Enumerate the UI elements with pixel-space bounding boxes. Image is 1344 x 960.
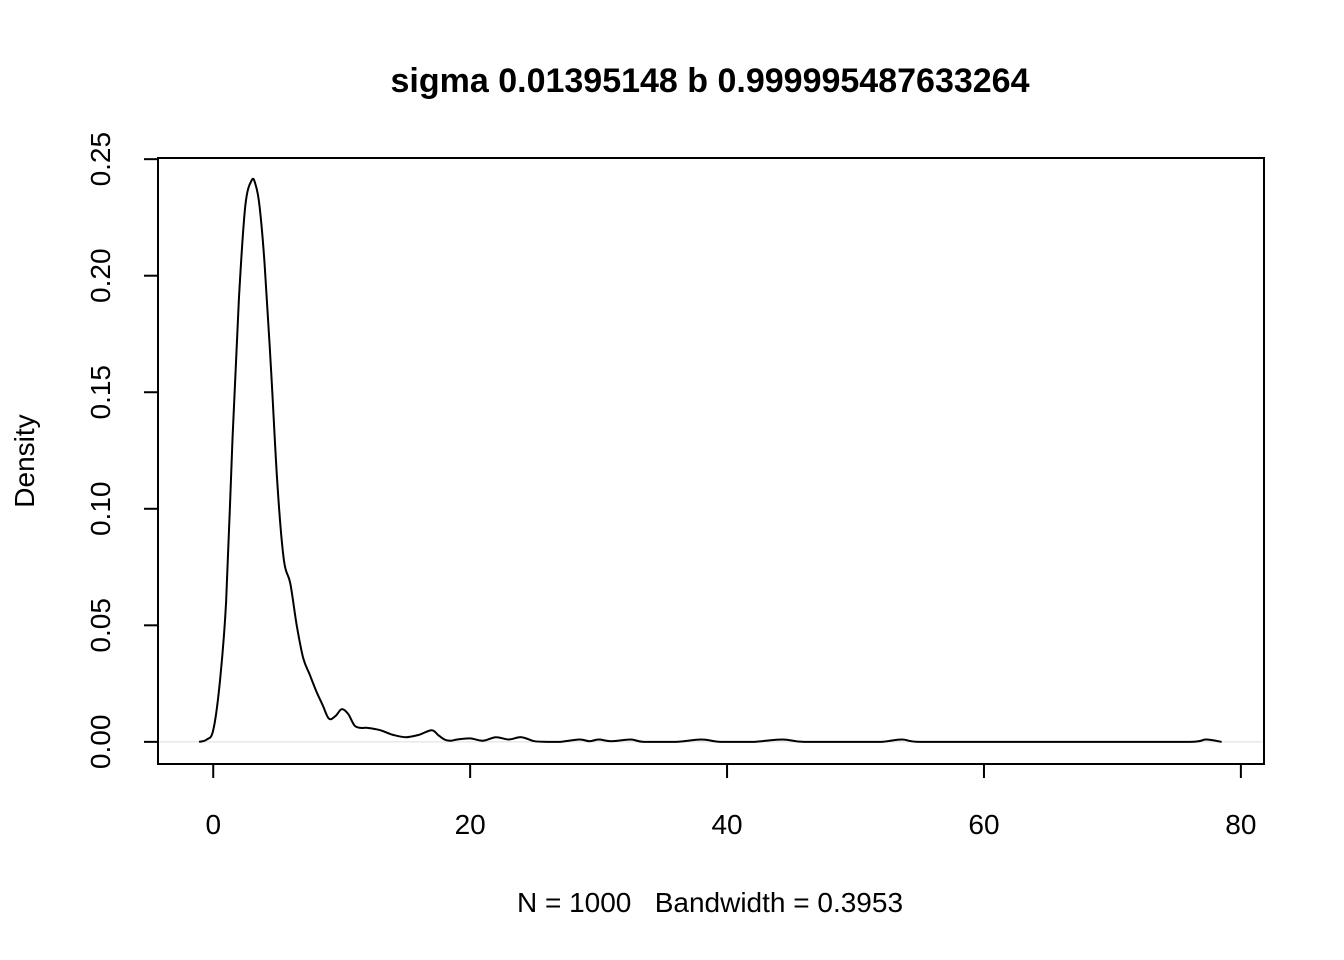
x-axis-label: N = 1000 Bandwidth = 0.3953 (517, 887, 903, 918)
x-tick-label: 20 (455, 809, 486, 840)
density-curve (198, 177, 1222, 743)
y-tick-label: 0.15 (85, 365, 116, 420)
y-tick-label: 0.25 (85, 132, 116, 187)
x-axis: 0 20 40 60 80 (205, 763, 1256, 840)
y-tick-label: 0.05 (85, 598, 116, 653)
x-tick-label: 0 (205, 809, 221, 840)
y-tick-label: 0.00 (85, 715, 116, 770)
plot-frame (157, 157, 1265, 765)
y-tick-label: 0.10 (85, 482, 116, 537)
y-axis: 0.00 0.05 0.10 0.15 0.20 0.25 (85, 132, 159, 770)
y-tick-label: 0.20 (85, 248, 116, 303)
chart-title: sigma 0.01395148 b 0.999995487633264 (391, 62, 1030, 100)
y-axis-label: Density (9, 414, 40, 507)
plot-area (159, 177, 1263, 743)
x-tick-label: 60 (968, 809, 999, 840)
x-tick-label: 40 (711, 809, 742, 840)
x-tick-label: 80 (1225, 809, 1256, 840)
